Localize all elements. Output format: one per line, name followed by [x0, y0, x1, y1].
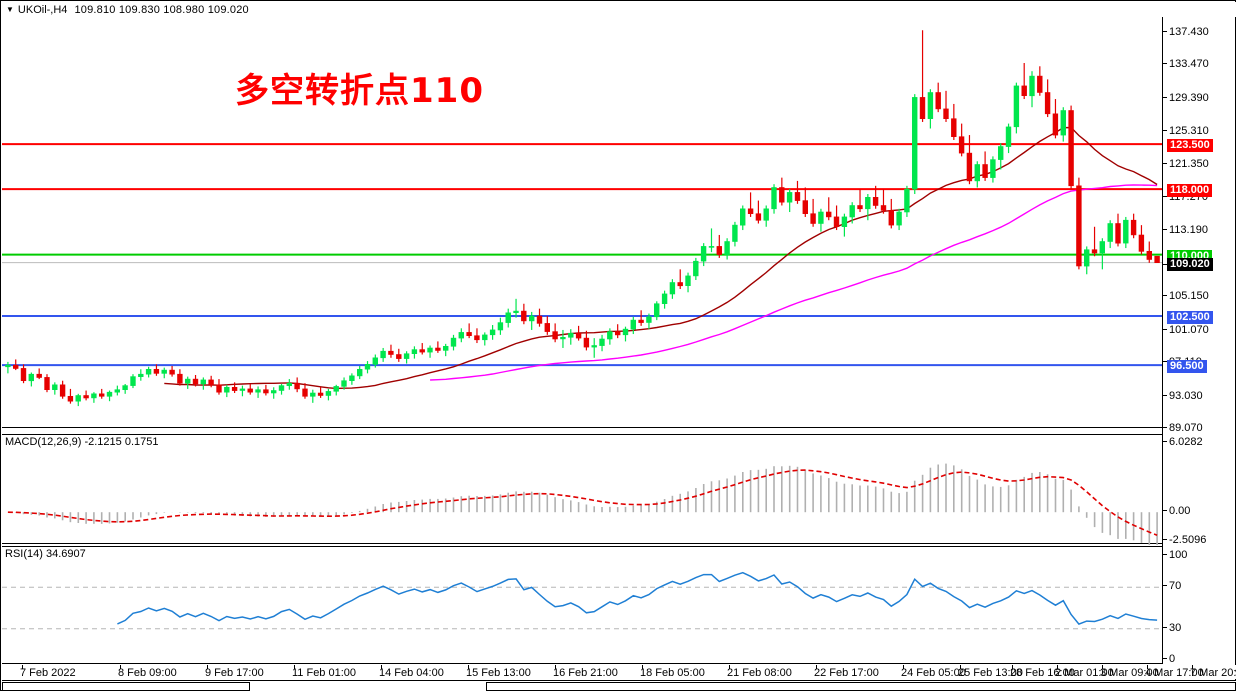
time-tick-label: 28 Feb 16:00: [1010, 667, 1075, 679]
axis-tick-label: 121.350: [1169, 157, 1209, 170]
rsi-panel[interactable]: RSI(14) 34.6907: [2, 546, 1162, 664]
time-tick-label: 9 Feb 17:00: [205, 667, 264, 679]
axis-tick-mark: [1163, 229, 1167, 231]
macd-label: MACD(12,26,9) -2.1215 0.1751: [5, 436, 162, 448]
axis-tick-label: -2.5096: [1169, 534, 1207, 546]
time-tick-mark: [468, 665, 469, 669]
axis-tick-label: 101.070: [1169, 323, 1209, 336]
axis-tick-mark: [1163, 31, 1167, 32]
time-tick-mark: [555, 665, 556, 669]
time-tick-label: 25 Feb 13:00: [958, 667, 1023, 679]
price-level-tag-96.500[interactable]: 96.500: [1167, 360, 1207, 374]
rsi-label: RSI(14) 34.6907: [5, 548, 89, 560]
axis-tick-mark: [1163, 196, 1167, 198]
axis-tick-mark: [1163, 96, 1167, 98]
axis-tick-label: 6.0282: [1169, 436, 1203, 448]
axis-tick-label: 100: [1169, 549, 1188, 561]
chart-annotation: 多空转折点110: [235, 71, 484, 111]
macd-plot: [7, 463, 1158, 545]
price-scale[interactable]: 137.430133.470129.390125.310121.350117.2…: [1163, 3, 1235, 665]
axis-tick-label: 137.430: [1169, 26, 1209, 38]
time-tick-mark: [729, 665, 730, 669]
time-tick-label: 7 Feb 2022: [20, 667, 76, 679]
axis-tick-label: 70: [1169, 580, 1182, 593]
price-panel[interactable]: [2, 3, 1162, 428]
axis-tick-mark: [1163, 162, 1167, 164]
horizontal-scrollbar[interactable]: [2, 680, 1236, 691]
time-tick-mark: [120, 665, 121, 669]
axis-tick-mark: [1163, 328, 1167, 330]
time-tick-label: 4 Mar 17:00: [1145, 667, 1204, 679]
axis-separator: [1162, 3, 1163, 664]
time-tick-mark: [903, 665, 904, 669]
time-tick-mark: [22, 665, 23, 669]
time-tick-mark: [1192, 665, 1193, 669]
axis-tick-label: 0: [1169, 653, 1176, 665]
axis-tick-mark: [1163, 658, 1167, 659]
axis-tick-mark: [1163, 427, 1167, 428]
axis-tick-mark: [1163, 585, 1167, 587]
axis-tick-mark: [1163, 394, 1167, 396]
time-tick-mark: [960, 665, 961, 669]
time-tick-mark: [207, 665, 208, 669]
time-tick-mark: [642, 665, 643, 669]
scrollbar-left-region[interactable]: [2, 682, 250, 691]
time-tick-label: 24 Feb 05:00: [901, 667, 966, 679]
price-plot: [2, 30, 1162, 407]
axis-tick-label: 129.390: [1169, 91, 1209, 104]
time-tick-mark: [816, 665, 817, 669]
scrollbar-thumb[interactable]: [486, 682, 1236, 691]
axis-tick-label: 133.470: [1169, 58, 1209, 71]
axis-tick-label: 113.190: [1169, 224, 1208, 237]
axis-tick-label: 125.310: [1169, 125, 1209, 138]
time-tick-label: 22 Feb 17:00: [814, 667, 879, 679]
time-axis: 7 Feb 2022 8 Feb 09:00 9 Feb 17:00 11 Feb 0…: [2, 665, 1236, 679]
axis-tick-mark: [1163, 626, 1167, 628]
symbol-header: ▼ UKOil-,H4 109.810 109.830 108.980 109.…: [2, 2, 1236, 17]
axis-tick-label: 0.00: [1169, 505, 1191, 518]
rsi-plot: [2, 571, 1162, 630]
time-tick-label: 3 Mar 09:00: [1100, 667, 1159, 679]
axis-tick-mark: [1163, 539, 1167, 540]
axis-tick-mark: [1163, 441, 1167, 442]
axis-tick-mark: [1163, 361, 1167, 363]
time-tick-label: 14 Feb 04:00: [379, 667, 444, 679]
time-tick-label: 18 Feb 05:00: [640, 667, 705, 679]
axis-tick-label: 89.070: [1169, 422, 1203, 434]
axis-tick-mark: [1163, 554, 1167, 555]
triangle-down-icon[interactable]: ▼: [6, 4, 14, 14]
macd-panel[interactable]: MACD(12,26,9) -2.1215 0.1751: [2, 434, 1162, 545]
axis-tick-label: 105.150: [1169, 290, 1209, 303]
time-tick-mark: [1012, 665, 1013, 669]
axis-tick-mark: [1163, 263, 1167, 265]
axis-tick-label: 93.030: [1169, 389, 1203, 402]
axis-tick-label: 30: [1169, 621, 1182, 634]
axis-tick-mark: [1163, 510, 1167, 512]
time-tick-label: 11 Feb 01:00: [292, 667, 357, 679]
price-level-tag-118.000[interactable]: 118.000: [1167, 184, 1213, 198]
time-tick-mark: [1102, 665, 1103, 669]
axis-tick-mark: [1163, 63, 1167, 65]
current-price-tag[interactable]: 109.020: [1167, 257, 1213, 271]
time-tick-label: 21 Feb 08:00: [727, 667, 792, 679]
time-tick-mark: [1057, 665, 1058, 669]
price-level-tag-102.500[interactable]: 102.500: [1167, 311, 1213, 325]
time-tick-label: 8 Feb 09:00: [118, 667, 177, 679]
price-level-tag-123.500[interactable]: 123.500: [1167, 139, 1213, 153]
time-tick-label: 7 Mar 20:00: [1190, 667, 1236, 679]
axis-tick-mark: [1163, 295, 1167, 297]
time-tick-mark: [381, 665, 382, 669]
time-tick-label: 2 Mar 01:00: [1055, 667, 1114, 679]
time-tick-mark: [1147, 665, 1148, 669]
time-tick-label: 15 Feb 13:00: [466, 667, 531, 679]
time-tick-label: 16 Feb 21:00: [553, 667, 618, 679]
time-tick-mark: [294, 665, 295, 669]
symbol-name: UKOil-,H4: [17, 3, 68, 16]
axis-tick-mark: [1163, 130, 1167, 132]
ohlc-values: 109.810 109.830 108.980 109.020: [74, 3, 249, 16]
